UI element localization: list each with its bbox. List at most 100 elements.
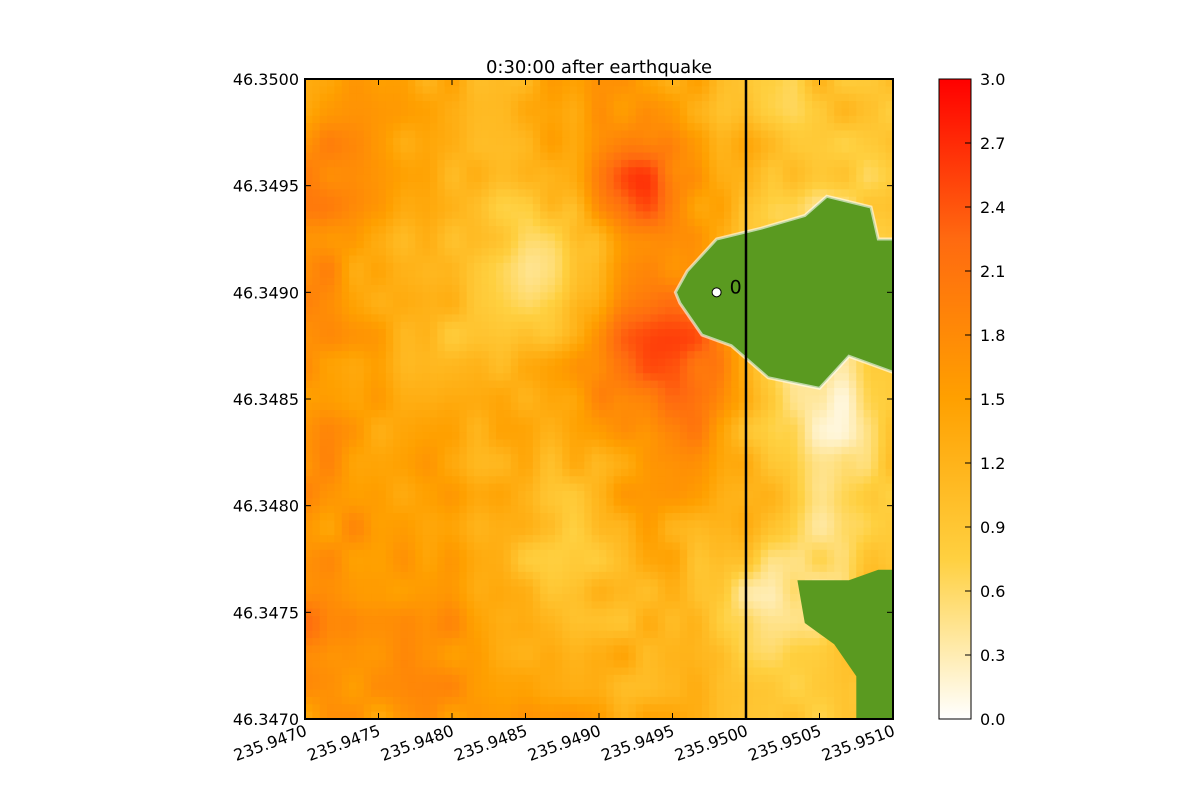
heatmap-cell [305,454,313,463]
heatmap-cell [665,439,674,448]
heatmap-cell [319,270,328,279]
heatmap-cell [525,137,534,146]
heatmap-cell [334,535,343,544]
heatmap-cell [672,196,681,205]
heatmap-cell [562,329,571,338]
heatmap-cell [371,292,380,301]
heatmap-cell [775,513,784,521]
heatmap-cell [459,181,468,190]
heatmap-cell [349,351,358,360]
heatmap-cell [569,380,578,389]
heatmap-cell [599,380,607,389]
heatmap-cell [679,351,688,360]
heatmap-cell [488,226,497,235]
heatmap-cell [863,167,872,176]
heatmap-cell [790,424,799,433]
heatmap-cell [768,174,776,183]
heatmap-cell [657,476,666,485]
heatmap-cell [503,520,512,529]
heatmap-cell [444,79,453,87]
heatmap-cell [723,461,732,470]
heatmap-cell [452,248,460,257]
heatmap-cell [731,527,740,536]
heatmap-cell [738,446,747,455]
heatmap-cell [775,115,784,124]
heatmap-cell [804,145,813,154]
heatmap-cell [341,395,350,404]
heatmap-cell [576,417,585,426]
heatmap-cell [746,513,754,521]
heatmap-cell [826,498,835,507]
heatmap-cell [878,395,887,404]
heatmap-cell [459,152,468,161]
heatmap-cell [415,240,424,249]
heatmap-cell [429,454,438,463]
heatmap-cell [878,137,887,146]
heatmap-cell [643,181,652,190]
heatmap-cell [327,181,335,190]
heatmap-cell [635,240,644,249]
heatmap-cell [606,211,615,220]
heatmap-cell [488,387,497,396]
heatmap-cell [643,483,652,492]
heatmap-cell [643,513,652,521]
heatmap-cell [319,498,328,507]
heatmap-cell [790,505,799,514]
heatmap-cell [650,79,659,87]
heatmap-cell [466,101,475,110]
heatmap-cell [518,130,527,139]
heatmap-cell [672,152,681,161]
heatmap-cell [657,167,666,176]
heatmap-cell [319,248,328,257]
heatmap-cell [540,476,549,485]
heatmap-cell [554,181,563,190]
heatmap-cell [716,108,725,117]
heatmap-cell [510,277,519,286]
heatmap-cell [665,86,674,95]
heatmap-cell [804,387,813,396]
heatmap-cell [393,130,402,139]
heatmap-cell [569,461,578,470]
heatmap-cell [687,351,696,360]
heatmap-cell [584,432,593,441]
heatmap-cell [731,86,740,95]
heatmap-cell [400,240,409,249]
heatmap-cell [554,321,563,330]
heatmap-cell [452,446,460,455]
heatmap-cell [466,181,475,190]
heatmap-cell [496,307,505,316]
heatmap-cell [701,358,710,367]
heatmap-cell [481,446,490,455]
heatmap-cell [349,535,358,544]
heatmap-cell [562,483,571,492]
heatmap-cell [731,123,740,132]
heatmap-cell [466,211,475,220]
heatmap-cell [319,380,328,389]
heatmap-cell [738,461,747,470]
heatmap-cell [606,520,615,529]
heatmap-cell [863,483,872,492]
heatmap-cell [848,86,857,95]
heatmap-cell [723,468,732,477]
heatmap-cell [547,365,556,374]
heatmap-cell [503,380,512,389]
heatmap-cell [591,204,600,213]
heatmap-cell [334,233,343,242]
heatmap-cell [547,417,556,426]
heatmap-cell [782,476,791,485]
heatmap-cell [481,167,490,176]
heatmap-cell [554,196,563,205]
heatmap-cell [657,189,666,198]
heatmap-cell [591,336,600,345]
heatmap-cell [400,130,409,139]
heatmap-cell [547,380,556,389]
heatmap-cell [885,461,893,470]
heatmap-cell [694,218,703,227]
heatmap-cell [701,365,710,374]
heatmap-cell [378,490,387,499]
heatmap-cell [327,86,335,95]
heatmap-cell [709,343,718,352]
heatmap-cell [790,395,799,404]
heatmap-cell [650,299,659,308]
heatmap-cell [407,351,416,360]
